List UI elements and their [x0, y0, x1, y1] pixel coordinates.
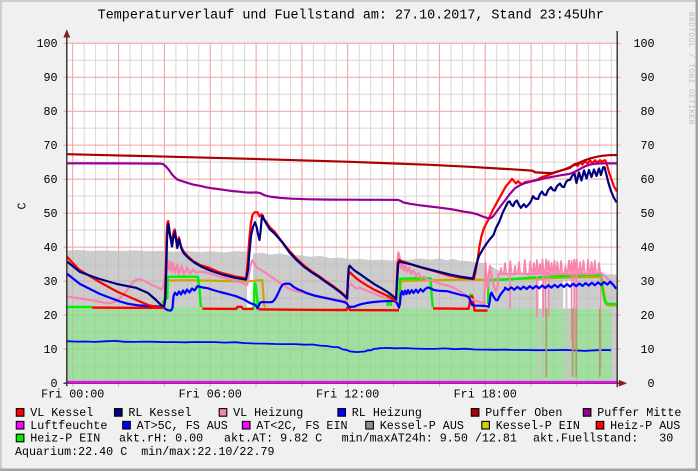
svg-text:AT>5C, FS AUS: AT>5C, FS AUS	[137, 419, 228, 433]
svg-text:50: 50	[43, 207, 57, 221]
svg-text:Kessel-P AUS: Kessel-P AUS	[380, 419, 464, 433]
svg-text:Temperaturverlauf und Fuellsta: Temperaturverlauf und Fuellstand am: 27.…	[98, 8, 604, 23]
svg-text:Luftfeuchte: Luftfeuchte	[30, 419, 107, 433]
svg-text:90: 90	[640, 71, 654, 85]
svg-text:Heiz-P AUS: Heiz-P AUS	[610, 419, 680, 433]
svg-text:70: 70	[640, 139, 654, 153]
svg-text:Fri 00:00: Fri 00:00	[41, 388, 104, 402]
svg-text:akt.AT: 9.82 C: akt.AT: 9.82 C	[224, 432, 322, 446]
svg-text:akt.Fuellstand: 30: akt.Fuellstand: 30	[533, 432, 673, 446]
svg-text:RRDTOOL / TOBI OETIKER: RRDTOOL / TOBI OETIKER	[686, 12, 694, 125]
svg-text:min/maxAT24h: 9.50 /12.81: min/maxAT24h: 9.50 /12.81	[342, 432, 517, 446]
svg-text:akt.rH: 0.00: akt.rH: 0.00	[119, 432, 203, 446]
svg-text:50: 50	[640, 207, 654, 221]
svg-text:100: 100	[36, 37, 57, 51]
svg-text:0: 0	[647, 377, 654, 391]
svg-text:20: 20	[43, 309, 57, 323]
svg-text:VL Heizung: VL Heizung	[233, 406, 303, 420]
svg-text:90: 90	[43, 71, 57, 85]
svg-text:C: C	[16, 202, 30, 209]
svg-text:80: 80	[640, 105, 654, 119]
svg-text:Fri 18:00: Fri 18:00	[454, 388, 517, 402]
svg-text:100: 100	[633, 37, 654, 51]
svg-text:70: 70	[43, 139, 57, 153]
svg-text:0: 0	[50, 377, 57, 391]
svg-text:20: 20	[640, 309, 654, 323]
svg-text:40: 40	[640, 241, 654, 255]
svg-text:Fri 12:00: Fri 12:00	[316, 388, 379, 402]
svg-text:Puffer Mitte: Puffer Mitte	[597, 406, 681, 420]
svg-text:40: 40	[43, 241, 57, 255]
svg-text:Fri 06:00: Fri 06:00	[179, 388, 242, 402]
svg-text:VL Kessel: VL Kessel	[30, 406, 93, 420]
svg-text:AT<2C, FS EIN: AT<2C, FS EIN	[256, 419, 347, 433]
svg-text:Aquarium:22.40 C min/max:22.1: Aquarium:22.40 C min/max:22.10/22.79	[15, 445, 275, 459]
svg-text:60: 60	[43, 173, 57, 187]
svg-text:Kessel-P EIN: Kessel-P EIN	[496, 419, 580, 433]
svg-text:30: 30	[640, 275, 654, 289]
svg-text:60: 60	[640, 173, 654, 187]
svg-text:Heiz-P EIN: Heiz-P EIN	[30, 432, 100, 446]
svg-text:RL Kessel: RL Kessel	[128, 406, 191, 420]
svg-text:Puffer Oben: Puffer Oben	[485, 406, 562, 420]
svg-text:30: 30	[43, 275, 57, 289]
svg-text:10: 10	[640, 343, 654, 357]
svg-text:80: 80	[43, 105, 57, 119]
svg-text:RL Heizung: RL Heizung	[352, 406, 422, 420]
svg-text:10: 10	[43, 343, 57, 357]
